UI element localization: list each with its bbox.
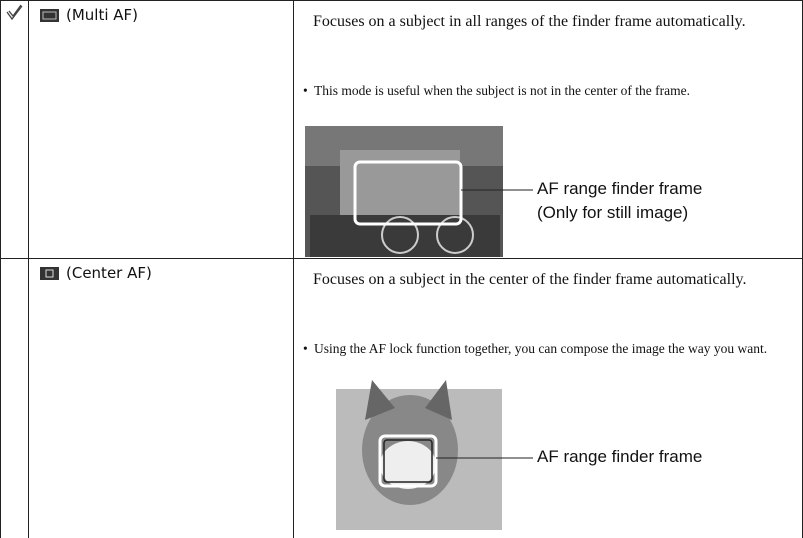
row-label: (Center AF) bbox=[66, 264, 152, 282]
description: Focuses on a subject in the center of th… bbox=[313, 271, 747, 288]
photo-dog bbox=[336, 380, 533, 530]
description: Focuses on a subject in all ranges of th… bbox=[313, 13, 746, 30]
check-icon bbox=[6, 4, 23, 21]
callout: AF range finder frame bbox=[537, 179, 703, 198]
center-af-icon bbox=[40, 267, 59, 280]
callout: AF range finder frame bbox=[537, 447, 703, 466]
row-label: (Multi AF) bbox=[66, 6, 139, 24]
callout: (Only for still image) bbox=[537, 203, 689, 222]
photo-street bbox=[305, 126, 533, 257]
bullet-list: This mode is useful when the subject is … bbox=[302, 81, 784, 100]
bullet-list: Using the AF lock function together, you… bbox=[302, 339, 784, 358]
bullet: Using the AF lock function together, you… bbox=[314, 339, 784, 358]
bullet: This mode is useful when the subject is … bbox=[314, 81, 784, 100]
